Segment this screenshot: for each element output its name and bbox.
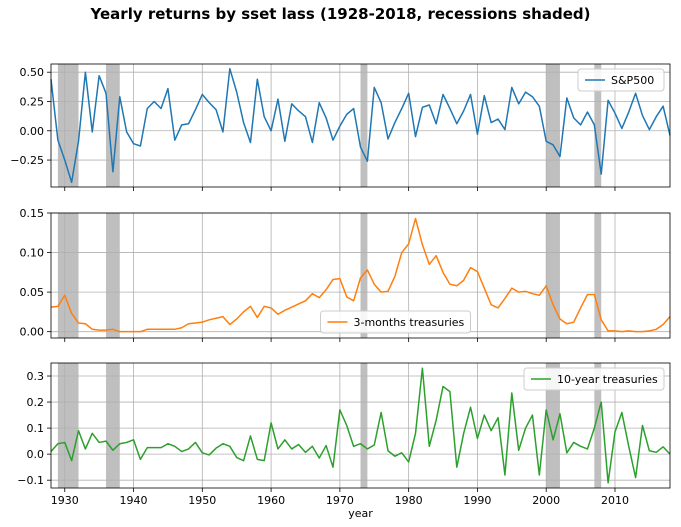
y-tick-label: 0.05 bbox=[20, 286, 45, 299]
recession-band bbox=[594, 64, 602, 187]
legend-label: 3-months treasuries bbox=[354, 316, 465, 329]
y-tick-label: 0.50 bbox=[20, 66, 45, 79]
recession-band bbox=[57, 64, 79, 187]
y-tick-label: 0.00 bbox=[20, 326, 45, 339]
recession-band bbox=[546, 64, 560, 187]
series-line bbox=[50, 367, 671, 484]
series-line bbox=[50, 67, 671, 184]
axes-frame bbox=[50, 63, 671, 188]
panel-3: −0.1 0.0 0.1 0.2 0.3 1930 1940 1950 1960 1970 1980… bbox=[17, 362, 671, 507]
x-tick-label: 1990 bbox=[463, 494, 491, 507]
y-tick-label: 0.15 bbox=[20, 207, 45, 220]
legend-box bbox=[523, 367, 665, 391]
x-tick-label: 1930 bbox=[51, 494, 79, 507]
recession-band bbox=[546, 213, 560, 338]
recession-band bbox=[594, 363, 602, 488]
y-tick-label: 0.00 bbox=[20, 125, 45, 138]
recession-band bbox=[360, 64, 368, 187]
x-tick-label: 1980 bbox=[395, 494, 423, 507]
panel-2: 0.00 0.05 0.10 0.15 3-months treasuries bbox=[20, 207, 671, 342]
x-tick-label: 1940 bbox=[120, 494, 148, 507]
y-tick-label: 0.10 bbox=[20, 247, 45, 260]
recession-band bbox=[106, 64, 120, 187]
recession-band bbox=[106, 213, 120, 338]
y-tick-label: 0.0 bbox=[27, 448, 45, 461]
recession-band bbox=[360, 363, 368, 488]
panel-1: −0.25 0.00 0.25 0.50 S&P500 bbox=[10, 63, 671, 191]
legend-label: S&P500 bbox=[611, 74, 654, 87]
recession-band bbox=[106, 363, 120, 488]
x-tick-label: 1970 bbox=[326, 494, 354, 507]
series-line bbox=[50, 217, 671, 333]
y-tick-label: 0.3 bbox=[27, 370, 45, 383]
legend-box bbox=[577, 68, 665, 92]
y-tick-label: 0.1 bbox=[27, 422, 45, 435]
x-tick-label: 2000 bbox=[532, 494, 560, 507]
recession-band bbox=[57, 213, 79, 338]
recession-band bbox=[57, 363, 79, 488]
axes-frame bbox=[50, 362, 671, 489]
x-axis-label: year bbox=[348, 507, 373, 520]
y-tick-label: −0.25 bbox=[10, 154, 44, 167]
y-tick-label: −0.1 bbox=[17, 474, 44, 487]
x-tick-label: 2010 bbox=[601, 494, 629, 507]
y-tick-label: 0.2 bbox=[27, 396, 45, 409]
axes-frame bbox=[50, 212, 671, 339]
legend-label: 10-year treasuries bbox=[557, 373, 658, 386]
recession-band bbox=[546, 363, 560, 488]
x-tick-label: 1950 bbox=[188, 494, 216, 507]
legend: S&P500 bbox=[577, 68, 665, 92]
chart-title: Yearly returns by sset lass (1928-2018, … bbox=[90, 5, 591, 23]
recession-band bbox=[594, 213, 602, 338]
legend: 3-months treasuries bbox=[320, 310, 471, 334]
legend-box bbox=[320, 310, 471, 334]
x-tick-label: 1960 bbox=[257, 494, 285, 507]
y-tick-label: 0.25 bbox=[20, 95, 45, 108]
recession-band bbox=[360, 213, 368, 338]
legend: 10-year treasuries bbox=[523, 367, 665, 391]
